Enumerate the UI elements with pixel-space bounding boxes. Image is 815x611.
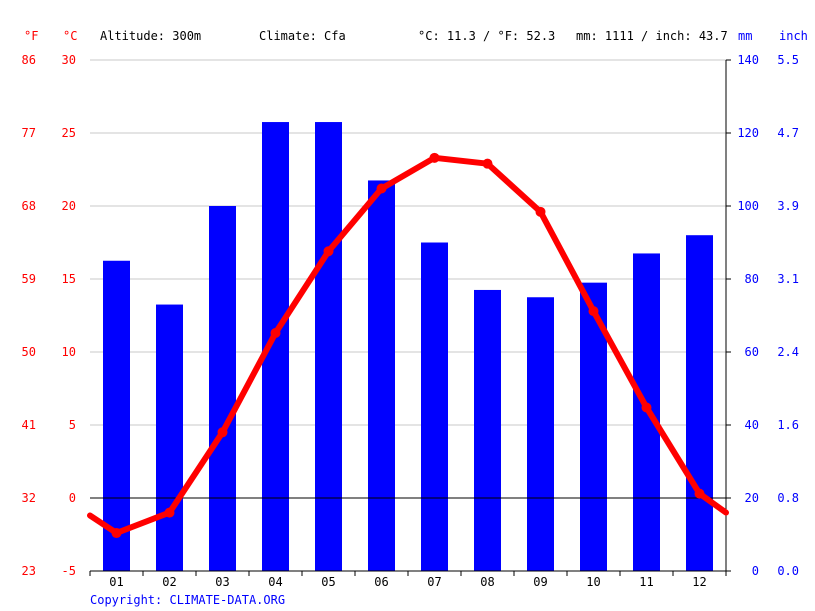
precipitation-bar-07	[421, 242, 448, 571]
month-tick-label: 06	[374, 575, 388, 589]
precipitation-bar-06	[368, 180, 395, 571]
temperature-point-06	[376, 183, 387, 194]
temperature-point-09	[535, 206, 546, 217]
inch-tick-label: 5.5	[777, 53, 799, 67]
temperature-point-03	[217, 427, 228, 438]
mm-tick-label: 80	[745, 272, 759, 286]
mm-tick-label: 100	[737, 199, 759, 213]
unit-fahrenheit-label: °F	[24, 29, 38, 43]
mm-tick-label: 0	[752, 564, 759, 578]
celsius-tick-label: 20	[62, 199, 76, 213]
month-tick-label: 11	[639, 575, 653, 589]
precipitation-bar-03	[209, 206, 236, 571]
temperature-point-04	[270, 328, 281, 339]
inch-tick-label: 0.8	[777, 491, 799, 505]
temperature-point-01	[111, 528, 122, 539]
altitude-label: Altitude: 300m	[100, 29, 201, 43]
celsius-tick-label: -5	[62, 564, 76, 578]
precipitation-bar-12	[686, 235, 713, 571]
precipitation-average-label: mm: 1111 / inch: 43.7	[576, 29, 728, 43]
precipitation-bar-09	[527, 297, 554, 571]
mm-tick-label: 140	[737, 53, 759, 67]
fahrenheit-tick-label: 50	[22, 345, 36, 359]
month-tick-label: 05	[321, 575, 335, 589]
celsius-tick-label: 15	[62, 272, 76, 286]
celsius-tick-label: 0	[69, 491, 76, 505]
precipitation-bar-08	[474, 289, 501, 571]
temperature-point-07	[429, 152, 440, 163]
month-tick-label: 02	[162, 575, 176, 589]
mm-tick-label: 120	[737, 126, 759, 140]
inch-tick-label: 0.0	[777, 564, 799, 578]
fahrenheit-tick-label: 77	[22, 126, 36, 140]
grid-lines	[90, 59, 726, 499]
temperature-point-12	[694, 488, 705, 499]
copyright-label: Copyright: CLIMATE-DATA.ORG	[90, 593, 285, 607]
month-tick-label: 12	[692, 575, 706, 589]
axes	[89, 59, 731, 576]
temperature-average-label: °C: 11.3 / °F: 52.3	[418, 29, 555, 43]
inch-tick-label: 3.1	[777, 272, 799, 286]
precipitation-bars	[103, 122, 713, 572]
month-tick-label: 10	[586, 575, 600, 589]
month-tick-label: 09	[533, 575, 547, 589]
fahrenheit-tick-label: 23	[22, 564, 36, 578]
fahrenheit-tick-label: 32	[22, 491, 36, 505]
mm-tick-label: 40	[745, 418, 759, 432]
unit-celsius-label: °C	[63, 29, 77, 43]
temperature-line	[87, 152, 729, 539]
fahrenheit-tick-label: 59	[22, 272, 36, 286]
month-tick-label: 03	[215, 575, 229, 589]
month-tick-label: 08	[480, 575, 494, 589]
precipitation-bar-01	[103, 260, 130, 571]
inch-tick-label: 1.6	[777, 418, 799, 432]
inch-tick-label: 4.7	[777, 126, 799, 140]
celsius-tick-label: 30	[62, 53, 76, 67]
fahrenheit-tick-label: 86	[22, 53, 36, 67]
fahrenheit-tick-label: 68	[22, 199, 36, 213]
temperature-point-02	[164, 507, 175, 518]
precipitation-bar-05	[315, 122, 342, 572]
climate-label: Climate: Cfa	[259, 29, 346, 43]
inch-tick-label: 2.4	[777, 345, 799, 359]
celsius-tick-label: 5	[69, 418, 76, 432]
temperature-line-path	[87, 154, 729, 536]
celsius-tick-label: 10	[62, 345, 76, 359]
month-tick-label: 01	[109, 575, 123, 589]
unit-inch-label: inch	[779, 29, 808, 43]
unit-mm-label: mm	[738, 29, 752, 43]
temperature-point-05	[323, 246, 334, 257]
tick-labels: 23 -5 0 0.032 0 20 0.841 5 40 1.650 10 60 2.459 15 80 3…	[22, 53, 799, 589]
month-tick-label: 04	[268, 575, 282, 589]
temperature-point-10	[588, 306, 599, 317]
celsius-tick-label: 25	[62, 126, 76, 140]
mm-tick-label: 20	[745, 491, 759, 505]
fahrenheit-tick-label: 41	[22, 418, 36, 432]
mm-tick-label: 60	[745, 345, 759, 359]
temperature-point-11	[641, 402, 652, 413]
temperature-point-08	[482, 158, 493, 169]
month-tick-label: 07	[427, 575, 441, 589]
precipitation-bar-02	[156, 304, 183, 571]
inch-tick-label: 3.9	[777, 199, 799, 213]
